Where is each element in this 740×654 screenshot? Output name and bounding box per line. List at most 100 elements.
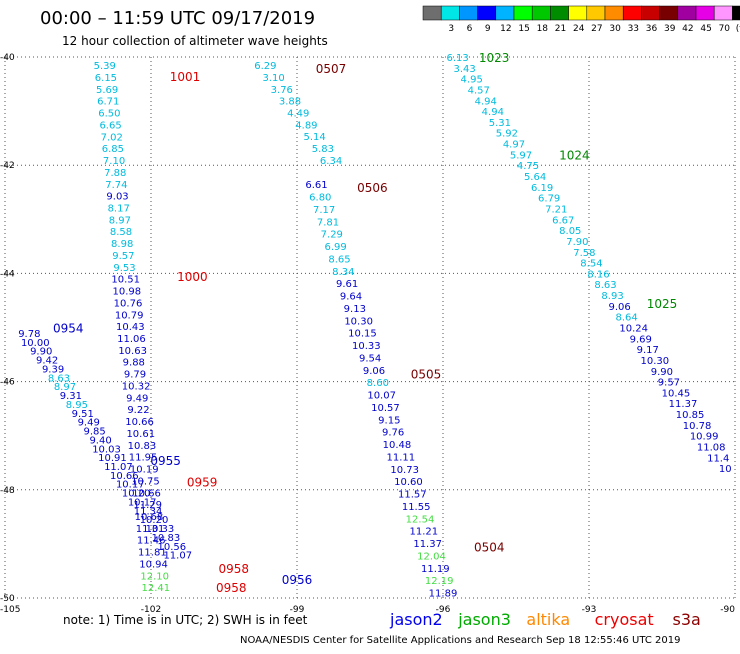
wave-height-label: 10.94	[139, 559, 168, 570]
wave-height-label: 9.53	[113, 263, 135, 274]
pass-time-label: 0505	[411, 367, 442, 381]
pass-time-label: 1001	[170, 70, 201, 84]
wave-height-label: 5.64	[524, 172, 546, 183]
wave-height-label: 11.57	[398, 490, 427, 501]
wave-height-label: 9.17	[637, 345, 659, 356]
wave-height-label: 10.61	[126, 429, 155, 440]
legend-label: 15	[518, 24, 529, 34]
wave-height-label: 10.79	[115, 310, 144, 321]
wave-height-label: 6.85	[102, 144, 124, 155]
wave-height-label: 12.54	[406, 514, 435, 525]
legend-swatch	[531, 5, 551, 21]
wave-height-label: 10.48	[383, 440, 412, 451]
wave-height-label: 12.19	[425, 576, 454, 587]
legend-label: 18	[537, 24, 549, 34]
x-tick-label: -102	[141, 605, 161, 615]
wave-height-label: 12.10	[140, 571, 169, 582]
wave-height-label: 11.55	[402, 502, 431, 513]
wave-height-label: 9.57	[112, 251, 134, 262]
wave-height-label: 9.03	[106, 192, 128, 203]
x-tick-label: -90	[720, 605, 735, 615]
wave-height-label: 6.65	[99, 120, 121, 131]
wave-height-label: 10.33	[352, 341, 381, 352]
wave-height-label: 10.83	[152, 533, 181, 544]
wave-height-label: 7.88	[104, 168, 126, 179]
wave-height-label: 8.98	[111, 239, 133, 250]
wave-height-label: 3.10	[262, 73, 284, 84]
wave-height-label: 10.17	[116, 480, 145, 491]
wave-height-label: 8.95	[66, 400, 88, 411]
wave-height-label: 11.95	[129, 453, 158, 464]
wave-height-label: 10.60	[394, 477, 423, 488]
wave-height-label: 8.63	[48, 373, 70, 384]
legend-swatch	[659, 5, 679, 21]
legend-swatch	[495, 5, 515, 21]
wave-height-label: 10.73	[390, 465, 419, 476]
wave-height-label: 10.30	[344, 316, 373, 327]
wave-height-label: 7.81	[317, 217, 339, 228]
wave-height-label: 8.97	[54, 382, 76, 393]
legend-swatch	[677, 5, 697, 21]
wave-height-label: 10.66	[125, 417, 154, 428]
wave-height-label: 10.68	[135, 512, 164, 523]
satellite-legend-item: jason3	[457, 610, 511, 629]
wave-height-label: 6.71	[97, 97, 119, 108]
wave-height-label: 10.56	[158, 542, 187, 553]
legend-swatch	[459, 5, 478, 21]
wave-height-label: 5.92	[496, 129, 518, 140]
legend-label: 42	[682, 24, 693, 34]
wave-height-label: 10.85	[676, 410, 705, 421]
pass-time-label: 0506	[357, 181, 388, 195]
wave-height-label: 12.41	[142, 583, 171, 594]
wave-height-label: 9.69	[630, 334, 652, 345]
x-tick-label: -99	[290, 605, 305, 615]
wave-height-label: 10.15	[348, 329, 377, 340]
wave-height-label: 7.17	[313, 205, 335, 216]
wave-height-label: 8.16	[587, 269, 609, 280]
wave-height-label: 4.94	[482, 107, 504, 118]
wave-height-label: 11.21	[410, 527, 439, 538]
legend-label: 45	[700, 24, 711, 34]
wave-height-label: 7.10	[103, 156, 125, 167]
wave-height-label: 9.78	[18, 329, 40, 340]
wave-height-label: 10.20	[140, 515, 169, 526]
x-tick-label: -105	[0, 605, 20, 615]
pass-time-label: 0504	[474, 541, 505, 555]
y-tick-label: -44	[0, 269, 15, 279]
y-tick-label: -48	[0, 486, 15, 496]
legend-label: 24	[573, 24, 585, 34]
pass-time-label: 0507	[316, 62, 347, 76]
legend-label: 27	[591, 24, 602, 34]
wave-height-label: 10.75	[131, 476, 160, 487]
wave-height-label: 10.66	[132, 488, 161, 499]
wave-height-label: 5.31	[489, 118, 511, 129]
wave-height-label: 11.31	[136, 524, 165, 535]
wave-height-label: 6.13	[446, 53, 468, 64]
wave-height-label: 7.74	[105, 180, 127, 191]
wave-height-label: 6.15	[95, 73, 117, 84]
wave-height-label: 10.03	[92, 444, 121, 455]
wave-height-label: 11.89	[429, 589, 458, 600]
x-tick-label: -93	[582, 605, 597, 615]
footer-note: note: 1) Time is in UTC; 2) SWH is in fe…	[63, 613, 308, 627]
legend-swatch	[477, 5, 497, 21]
axis-ticks: -105 -102 -99 -96 -93 -90 -40 -42 -44 -46 -48 -50	[0, 53, 735, 615]
wave-height-label: 4.97	[503, 140, 525, 151]
pass-time-label: 0959	[187, 476, 218, 490]
wave-height-label: 8.63	[594, 280, 616, 291]
wave-height-label: 10.78	[683, 421, 712, 432]
wave-height-label: 4.75	[517, 161, 539, 172]
legend-swatch	[513, 5, 533, 21]
wave-height-label: 7.58	[573, 248, 595, 259]
wave-height-label: 10.32	[122, 381, 151, 392]
wave-height-label: 10.07	[367, 391, 396, 402]
wave-height-label: 11.37	[669, 399, 698, 410]
wave-height-label: 10.66	[110, 471, 139, 482]
wave-height-label: 10.33	[146, 524, 175, 535]
wave-height-label: 10	[719, 464, 732, 475]
wave-height-label: 11.08	[697, 443, 726, 454]
wave-height-label: 4.95	[461, 75, 483, 86]
wave-height-label: 6.61	[305, 180, 327, 191]
wave-height-label: 5.69	[96, 85, 118, 96]
